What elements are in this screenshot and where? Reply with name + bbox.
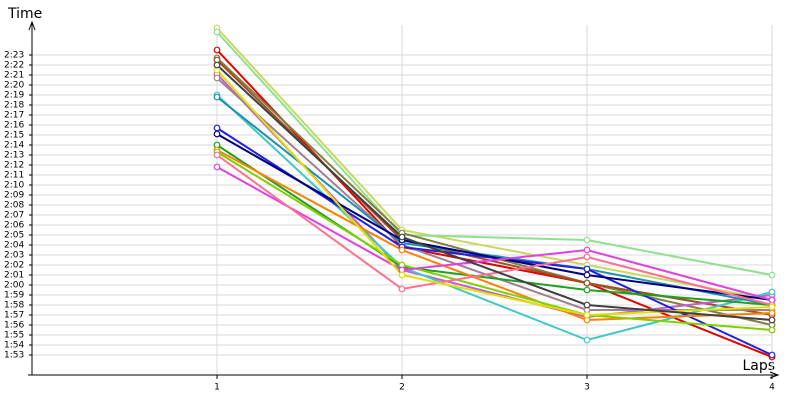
point <box>213 124 221 132</box>
point <box>583 253 591 261</box>
point <box>583 271 591 279</box>
y-tick-label: 2:22 <box>4 61 24 71</box>
y-tick-label: 1:59 <box>4 291 24 301</box>
y-tick-label: 2:21 <box>4 71 24 81</box>
series-line <box>216 144 773 306</box>
point <box>768 309 776 317</box>
point <box>583 236 591 244</box>
y-tick-label: 2:12 <box>4 161 24 171</box>
y-tick-label: 1:57 <box>4 311 24 321</box>
y-tick-label: 2:04 <box>4 241 24 251</box>
y-tick-label: 2:09 <box>4 191 24 201</box>
point <box>768 326 776 334</box>
point <box>398 285 406 293</box>
series-line <box>216 166 773 301</box>
series-line <box>216 94 773 342</box>
point <box>583 246 591 254</box>
y-tick-label: 2:15 <box>4 131 24 141</box>
point <box>213 61 221 69</box>
y-tick-label: 2:18 <box>4 101 24 111</box>
series-line <box>216 133 773 301</box>
series-line <box>216 69 773 317</box>
x-axis-arrow <box>769 371 780 379</box>
y-axis-title: Time <box>7 6 42 22</box>
point <box>213 151 221 159</box>
y-tick-label: 2:23 <box>4 51 24 61</box>
series-line <box>216 154 773 306</box>
y-tick-label: 1:54 <box>4 341 24 351</box>
x-tick-label: 2 <box>399 383 405 393</box>
point <box>398 271 406 279</box>
y-tick-label: 2:11 <box>4 171 24 181</box>
series-line <box>216 27 773 301</box>
y-tick-label: 2:20 <box>4 81 24 91</box>
point <box>213 28 221 36</box>
y-tick-label: 2:13 <box>4 151 24 161</box>
y-tick-label: 2:16 <box>4 121 24 131</box>
y-tick-label: 2:17 <box>4 111 24 121</box>
point <box>398 233 406 241</box>
y-tick-label: 2:07 <box>4 211 24 221</box>
series-line <box>216 149 773 322</box>
point <box>583 265 591 273</box>
point <box>213 46 221 54</box>
point <box>768 288 776 296</box>
x-tick-label: 1 <box>214 383 220 393</box>
y-tick-label: 1:56 <box>4 321 24 331</box>
y-tick-label: 2:14 <box>4 141 24 151</box>
point <box>213 163 221 171</box>
y-tick-label: 2:02 <box>4 261 24 271</box>
series-line <box>216 49 773 358</box>
point <box>213 130 221 138</box>
y-tick-label: 2:19 <box>4 91 24 101</box>
point <box>583 286 591 294</box>
y-axis-arrow <box>28 20 36 31</box>
point <box>768 303 776 311</box>
point <box>398 246 406 254</box>
y-tick-label: 2:10 <box>4 181 24 191</box>
point <box>583 301 591 309</box>
y-tick-label: 2:01 <box>4 271 24 281</box>
point <box>583 336 591 344</box>
y-tick-label: 2:08 <box>4 201 24 211</box>
point <box>768 316 776 324</box>
y-tick-label: 1:55 <box>4 331 24 341</box>
point <box>583 279 591 287</box>
y-tick-label: 2:03 <box>4 251 24 261</box>
y-tick-label: 2:05 <box>4 231 24 241</box>
point <box>583 311 591 319</box>
y-tick-label: 2:00 <box>4 281 24 291</box>
series-line <box>216 64 773 321</box>
x-axis-title: Laps <box>742 358 775 374</box>
series-line <box>216 31 773 276</box>
point <box>768 351 776 359</box>
point <box>768 271 776 279</box>
y-tick-label: 1:53 <box>4 351 24 361</box>
x-tick-label: 4 <box>769 383 775 393</box>
y-tick-label: 2:06 <box>4 221 24 231</box>
point <box>213 93 221 101</box>
series-line <box>216 151 773 331</box>
x-tick-label: 3 <box>584 383 590 393</box>
point <box>213 74 221 82</box>
y-tick-label: 1:58 <box>4 301 24 311</box>
